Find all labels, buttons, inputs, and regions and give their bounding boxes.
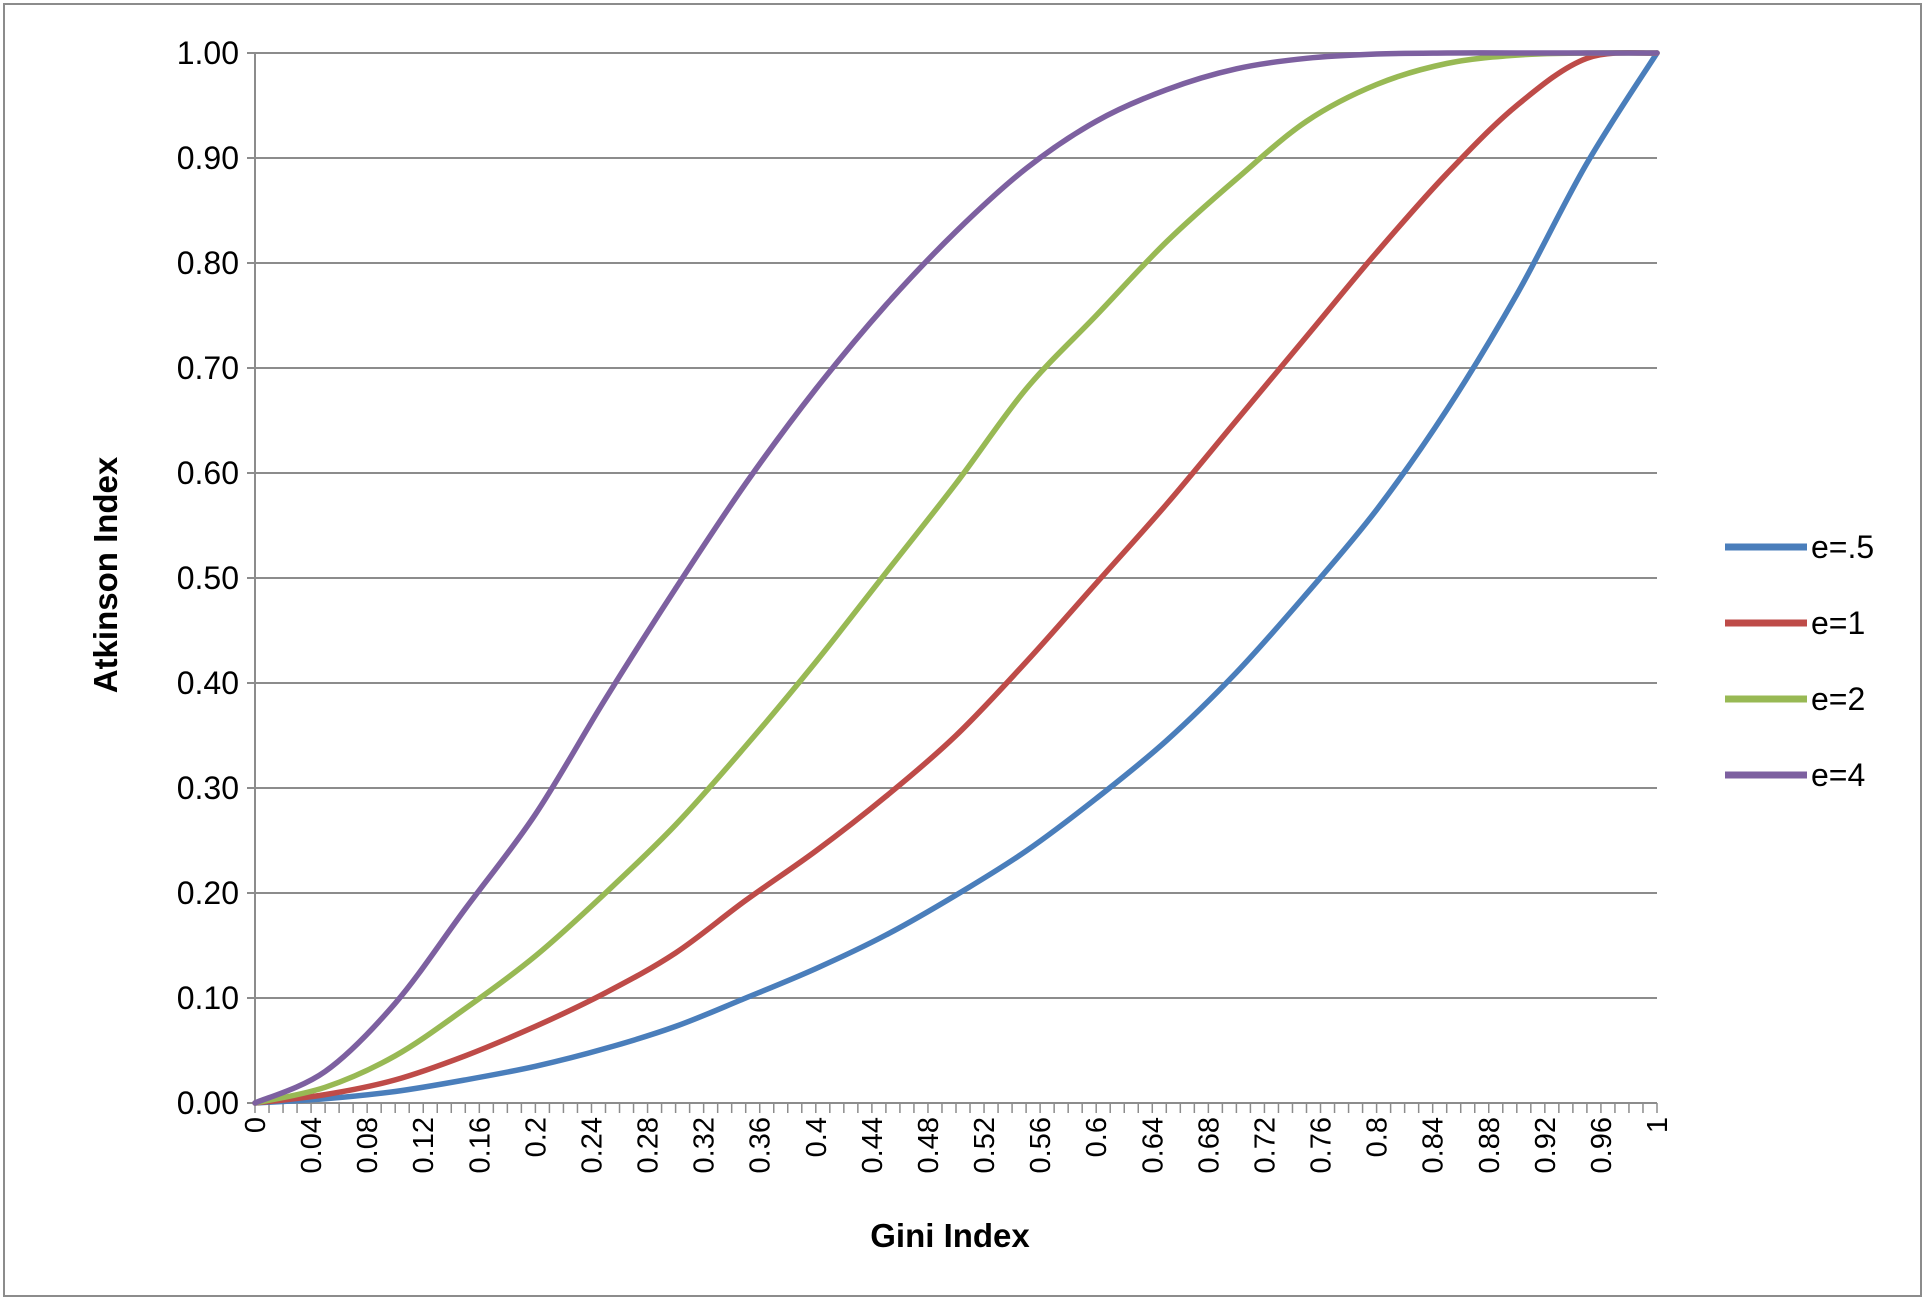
y-tick-label: 0.20 [177, 875, 239, 911]
x-tick-label: 0.84 [1418, 1117, 1450, 1173]
x-tick-label: 0.48 [913, 1117, 945, 1173]
y-axis-title: Atkinson Index [87, 456, 124, 693]
x-tick-label: 0.2 [520, 1117, 552, 1157]
x-tick-label: 0.72 [1249, 1117, 1281, 1173]
line-chart: 0.000.100.200.300.400.500.600.700.800.90… [87, 35, 1874, 1254]
x-tick-label: 0.04 [296, 1117, 328, 1173]
series-line [252, 50, 1660, 1106]
x-tick-label: 0 [240, 1117, 272, 1133]
x-axis-ticks: 0 0.04 0.08 0.12 0.16 0.2 0.24 0.28 0.32 0.36 0.4 0… [240, 1117, 1674, 1173]
grid-lines [247, 52, 1657, 1104]
legend-label: e=.5 [1811, 529, 1874, 565]
x-tick-label: 0.96 [1586, 1117, 1618, 1173]
x-axis-title: Gini Index [870, 1217, 1030, 1254]
x-tick-label: 0.36 [745, 1117, 777, 1173]
series-line [252, 49, 1660, 1106]
y-tick-label: 0.50 [177, 560, 239, 596]
y-tick-label: 0.10 [177, 980, 239, 1016]
x-tick-label: 0.68 [1193, 1117, 1225, 1173]
x-tick-label: 0.12 [408, 1117, 440, 1173]
y-tick-label: 0.90 [177, 140, 239, 176]
chart-frame: 0.00 0.10 0.20 0.30 0.40 0.50 0.60 0.70 0.80 0.90… [3, 3, 1922, 1297]
x-tick-label: 0.64 [1137, 1117, 1169, 1173]
y-tick-label: 1.00 [177, 35, 239, 71]
y-tick-label: 0.60 [177, 455, 239, 491]
x-tick-label: 0.4 [801, 1117, 833, 1157]
x-tick-label: 0.28 [633, 1117, 665, 1173]
x-tick-label: 0.16 [464, 1117, 496, 1173]
x-tick-label: 0.6 [1081, 1117, 1113, 1157]
x-tick-label: 0.8 [1362, 1117, 1394, 1157]
x-tick-label: 1 [1642, 1117, 1674, 1133]
y-tick-label: 0.40 [177, 665, 239, 701]
x-tick-label: 0.08 [352, 1117, 384, 1173]
x-tick-label: 0.52 [969, 1117, 1001, 1173]
y-tick-label: 0.00 [177, 1085, 239, 1121]
y-axis-ticks: 0.00 0.10 0.20 0.30 0.40 0.50 0.60 0.70 0.80 0.90… [177, 35, 239, 1121]
x-tick-label: 0.24 [576, 1117, 608, 1173]
legend: e=.5 e=1 e=2 e=4 [1725, 529, 1874, 793]
series-line [252, 50, 1660, 1106]
legend-label: e=1 [1811, 605, 1865, 641]
x-tick-label: 0.56 [1025, 1117, 1057, 1173]
x-axis [254, 53, 1658, 1113]
series-lines [252, 49, 1660, 1106]
x-tick-label: 0.32 [689, 1117, 721, 1173]
legend-label: e=4 [1811, 757, 1865, 793]
y-tick-label: 0.30 [177, 770, 239, 806]
x-tick-label: 0.92 [1530, 1117, 1562, 1173]
y-tick-label: 0.80 [177, 245, 239, 281]
x-tick-label: 0.88 [1474, 1117, 1506, 1173]
x-tick-label: 0.44 [857, 1117, 889, 1173]
series-line [252, 50, 1660, 1106]
legend-label: e=2 [1811, 681, 1865, 717]
y-tick-label: 0.70 [177, 350, 239, 386]
x-tick-label: 0.76 [1306, 1117, 1338, 1173]
